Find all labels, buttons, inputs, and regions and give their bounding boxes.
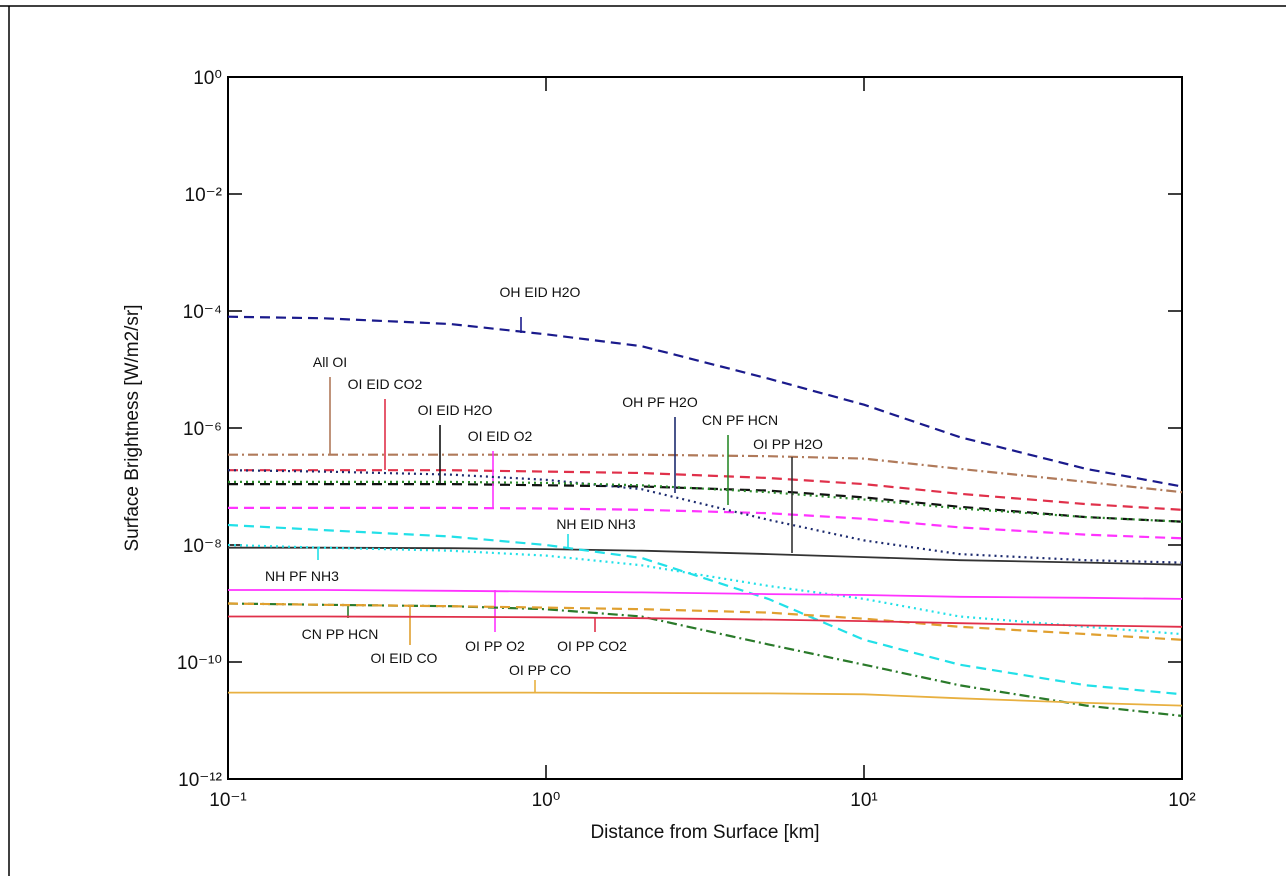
y-tick-label: 10⁻⁸: [183, 536, 222, 557]
series-annotation: OI EID CO: [371, 650, 438, 666]
y-tick-label: 10⁰: [193, 68, 222, 89]
series-line: [227, 602, 1183, 717]
series-annotation: OI PP CO: [509, 662, 571, 678]
series-line: [228, 453, 1183, 494]
series-line: [227, 523, 1183, 696]
series-annotation: OI PP CO2: [557, 638, 627, 654]
y-tick-label: 10⁻⁶: [183, 419, 222, 440]
series-annotation: OI EID O2: [468, 428, 533, 444]
series-annotation: NH PF NH3: [265, 568, 339, 584]
series-annotation: OI EID CO2: [348, 376, 423, 392]
x-tick-label: 10²: [1168, 790, 1195, 811]
series-line: [228, 615, 1183, 628]
series-annotation: CN PP HCN: [302, 626, 379, 642]
y-tick-label: 10⁻⁴: [183, 302, 222, 323]
series-line: [228, 589, 1183, 600]
series-annotation: OI EID H2O: [418, 402, 493, 418]
x-tick-label: 10¹: [850, 790, 877, 811]
y-tick-label: 10⁻¹²: [178, 770, 222, 791]
series-line: [227, 315, 1183, 488]
y-axis-label: Surface Brightness [W/m2/sr]: [122, 304, 143, 551]
y-tick-label: 10⁻²: [185, 185, 223, 206]
series-annotation: OH PF H2O: [622, 394, 698, 410]
series-annotation: NH EID NH3: [556, 516, 636, 532]
series-annotation: CN PF HCN: [702, 412, 778, 428]
series-line: [228, 691, 1183, 707]
series-line: [228, 546, 1183, 566]
series-annotation: OI PP H2O: [753, 436, 823, 452]
x-tick-label: 10⁻¹: [209, 790, 247, 811]
series-annotation: OI PP O2: [465, 638, 525, 654]
x-tick-label: 10⁰: [532, 790, 561, 811]
y-tick-label: 10⁻¹⁰: [177, 653, 222, 674]
x-axis-label: Distance from Surface [km]: [590, 822, 819, 843]
series-annotation: OH EID H2O: [500, 284, 581, 300]
series-annotation: All OI: [313, 354, 347, 370]
